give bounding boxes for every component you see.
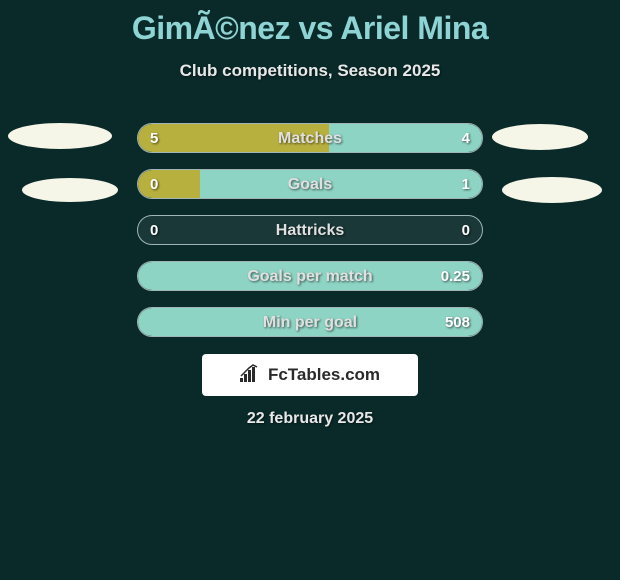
stat-value-right: 508 xyxy=(445,308,470,337)
stat-bar: Goals per match 0.25 xyxy=(137,261,483,291)
bar-fill-right xyxy=(200,170,482,198)
stat-value-right: 1 xyxy=(462,170,470,199)
bar-fill-right xyxy=(329,124,482,152)
stats-chart: Matches 5 4 Goals 0 1 Hattricks 0 0 Goals per mat… xyxy=(0,123,620,353)
stat-label: Hattricks xyxy=(276,216,344,245)
stat-bar: Hattricks 0 0 xyxy=(137,215,483,245)
stat-value-left: 0 xyxy=(150,170,158,199)
stat-label: Goals per match xyxy=(247,262,372,291)
chart-icon xyxy=(240,364,262,387)
stat-row: Min per goal 508 xyxy=(0,307,620,353)
player-ellipse-left xyxy=(8,123,112,149)
logo-box: FcTables.com xyxy=(202,354,418,396)
date-label: 22 february 2025 xyxy=(247,410,373,428)
stat-label: Matches xyxy=(278,124,342,153)
stat-bar: Matches 5 4 xyxy=(137,123,483,153)
stat-bar: Goals 0 1 xyxy=(137,169,483,199)
player-ellipse-right xyxy=(492,124,588,150)
comparison-title: GimÃ©nez vs Ariel Mina xyxy=(0,0,620,47)
stat-value-right: 0.25 xyxy=(441,262,470,291)
stat-row: Goals per match 0.25 xyxy=(0,261,620,307)
stat-value-right: 0 xyxy=(462,216,470,245)
logo-text: FcTables.com xyxy=(268,365,380,385)
player-ellipse-right xyxy=(502,177,602,203)
stat-label: Goals xyxy=(288,170,332,199)
bar-fill-left xyxy=(138,170,200,198)
stat-value-left: 5 xyxy=(150,124,158,153)
comparison-subtitle: Club competitions, Season 2025 xyxy=(0,61,620,81)
stat-label: Min per goal xyxy=(263,308,357,337)
stat-bar: Min per goal 508 xyxy=(137,307,483,337)
player-ellipse-left xyxy=(22,178,118,202)
stat-row: Hattricks 0 0 xyxy=(0,215,620,261)
stat-value-right: 4 xyxy=(462,124,470,153)
stat-value-left: 0 xyxy=(150,216,158,245)
